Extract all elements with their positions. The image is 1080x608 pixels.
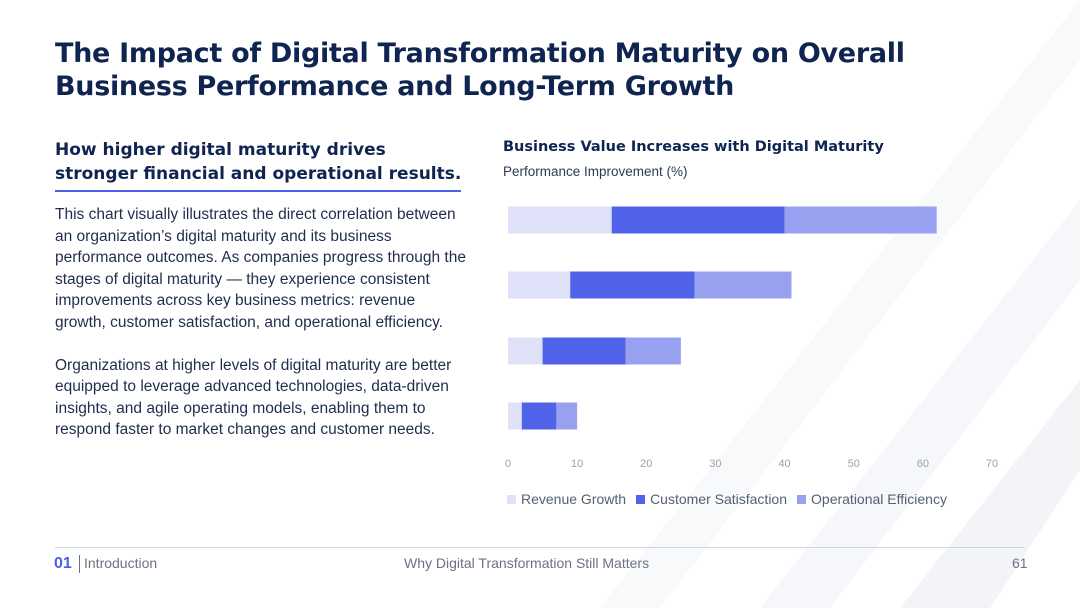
text-column: How higher digital maturity drives stron… (55, 138, 470, 441)
chart-legend: Revenue Growth Customer Satisfaction Ope… (507, 491, 947, 507)
paragraph-1: This chart visually illustrates the dire… (55, 206, 466, 331)
legend-label-revenue: Revenue Growth (521, 491, 627, 507)
footer-separator (79, 555, 80, 573)
chart-ylabel: Performance Improvement (%) (503, 164, 688, 179)
x-tick-label: 40 (778, 458, 790, 470)
subtitle-line-1: How higher digital maturity drives (55, 140, 386, 160)
bar-chart: 0 10 20 30 40 50 60 70 (505, 206, 998, 470)
legend-label-operational: Operational Efficiency (811, 491, 947, 507)
footer-section-number: 01 (54, 555, 72, 572)
bar-revenue-1 (508, 206, 612, 234)
section-subtitle: How higher digital maturity drives stron… (55, 138, 462, 192)
legend-item-operational: Operational Efficiency (797, 491, 947, 507)
paragraph-2: Organizations at higher levels of digita… (55, 356, 452, 439)
bar-revenue-4 (508, 402, 522, 430)
legend-item-revenue: Revenue Growth (507, 491, 626, 507)
footer-section-name: Introduction (84, 555, 158, 571)
subtitle-line-2: stronger financial and operational resul… (55, 164, 462, 184)
footer-page-number: 61 (1012, 555, 1028, 571)
legend-swatch-operational (797, 494, 807, 504)
bar-operational-3 (625, 337, 681, 365)
x-tick-label: 0 (505, 458, 511, 470)
bar-customer-4 (521, 402, 557, 430)
bar-customer-1 (611, 206, 785, 234)
footer-deck-title: Why Digital Transformation Still Matters (404, 555, 650, 571)
bar-customer-2 (570, 271, 695, 299)
legend-swatch-revenue (507, 494, 516, 504)
slide-title: The Impact of Digital Transformation Mat… (55, 38, 905, 102)
chart-title: Business Value Increases with Digital Ma… (503, 139, 884, 155)
bar-customer-3 (542, 337, 626, 365)
legend-item-customer: Customer Satisfaction (636, 491, 787, 507)
x-tick-label: 10 (571, 458, 583, 470)
footer-divider (55, 547, 1025, 548)
legend-label-customer: Customer Satisfaction (650, 491, 788, 507)
x-tick-label: 70 (986, 458, 998, 470)
legend-swatch-customer (636, 494, 646, 504)
bar-revenue-3 (508, 337, 543, 365)
bar-revenue-2 (508, 271, 571, 299)
x-tick-label: 50 (848, 458, 860, 470)
x-tick-label: 60 (917, 458, 929, 470)
bar-operational-2 (694, 271, 792, 299)
x-tick-label: 30 (709, 458, 721, 470)
x-tick-label: 20 (640, 458, 652, 470)
bar-operational-4 (556, 402, 578, 430)
bar-operational-1 (784, 206, 937, 234)
